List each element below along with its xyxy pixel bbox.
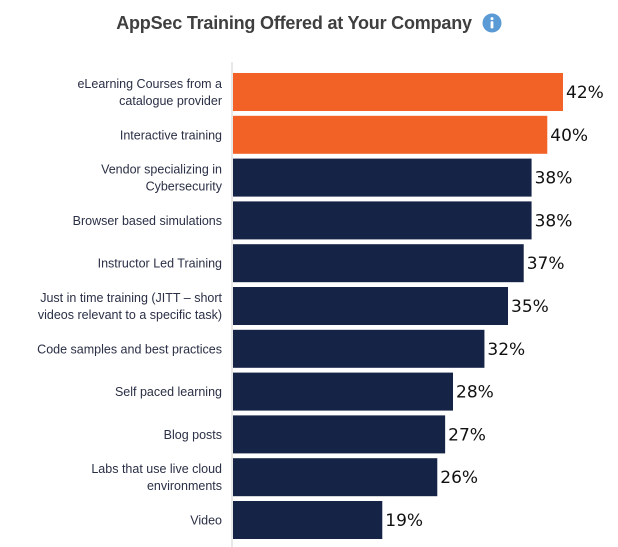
category-label: Self paced learning	[115, 385, 222, 399]
bar	[233, 287, 508, 325]
value-label: 19%	[385, 511, 423, 531]
category-label: Browser based simulations	[73, 214, 222, 228]
category-label-line: Instructor Led Training	[98, 257, 222, 271]
bar	[233, 415, 446, 454]
category-label-line: Code samples and best practices	[37, 342, 222, 356]
category-label-line: Video	[190, 514, 222, 528]
value-label: 32%	[487, 340, 525, 360]
value-label: 28%	[456, 383, 494, 403]
category-label-line: Browser based simulations	[73, 214, 222, 228]
category-label: Vendor specializing in Cybersecurity	[101, 163, 223, 194]
category-label-line: videos relevant to a specific task)	[38, 308, 222, 322]
category-label: Interactive training	[120, 128, 222, 142]
value-label: 40%	[550, 126, 588, 146]
category-label-line: Labs that use live cloud	[91, 462, 222, 476]
bar	[233, 115, 548, 154]
category-label: Labs that use live cloud environments	[91, 462, 222, 493]
value-label: 38%	[535, 211, 573, 231]
category-label: Blog posts	[164, 428, 222, 442]
bar	[233, 244, 524, 283]
chart-title: AppSec Training Offered at Your Company	[116, 12, 472, 33]
category-label-line: Interactive training	[120, 128, 222, 142]
category-label-line: Just in time training (JITT – short	[40, 291, 222, 305]
bar	[233, 329, 485, 368]
info-icon[interactable]	[482, 13, 502, 33]
category-label: Instructor Led Training	[98, 257, 222, 271]
bar	[233, 73, 563, 111]
category-label: Just in time training (JITT – short video…	[38, 291, 223, 322]
value-label: 42%	[566, 83, 604, 103]
bar	[233, 158, 532, 197]
bar	[233, 201, 532, 240]
category-label-line: Self paced learning	[115, 385, 222, 399]
value-label: 26%	[440, 468, 478, 488]
value-label: 38%	[535, 169, 573, 189]
category-label-line: Cybersecurity	[146, 180, 223, 194]
category-label-line: environments	[147, 479, 222, 493]
bar	[233, 501, 383, 539]
category-label-line: catalogue provider	[119, 94, 222, 108]
value-labels-layer: 42% 40% 38% 38% 37% 35% 32% 28% 27% 26% 19%	[385, 83, 604, 531]
category-label: eLearning Courses from a catalogue provid…	[77, 77, 222, 108]
value-label: 35%	[511, 297, 549, 317]
bars-layer	[233, 73, 563, 539]
value-label: 37%	[527, 254, 565, 274]
chart-header: AppSec Training Offered at Your Company	[0, 6, 618, 40]
bar	[233, 372, 453, 411]
bar	[233, 458, 438, 497]
category-label-line: Vendor specializing in	[101, 163, 222, 177]
category-label: Code samples and best practices	[37, 342, 222, 356]
category-label-line: eLearning Courses from a	[77, 77, 222, 91]
value-label: 27%	[448, 425, 486, 445]
category-label: Video	[190, 514, 222, 528]
category-labels-layer: eLearning Courses from a catalogue provid…	[37, 77, 223, 528]
category-label-line: Blog posts	[164, 428, 222, 442]
